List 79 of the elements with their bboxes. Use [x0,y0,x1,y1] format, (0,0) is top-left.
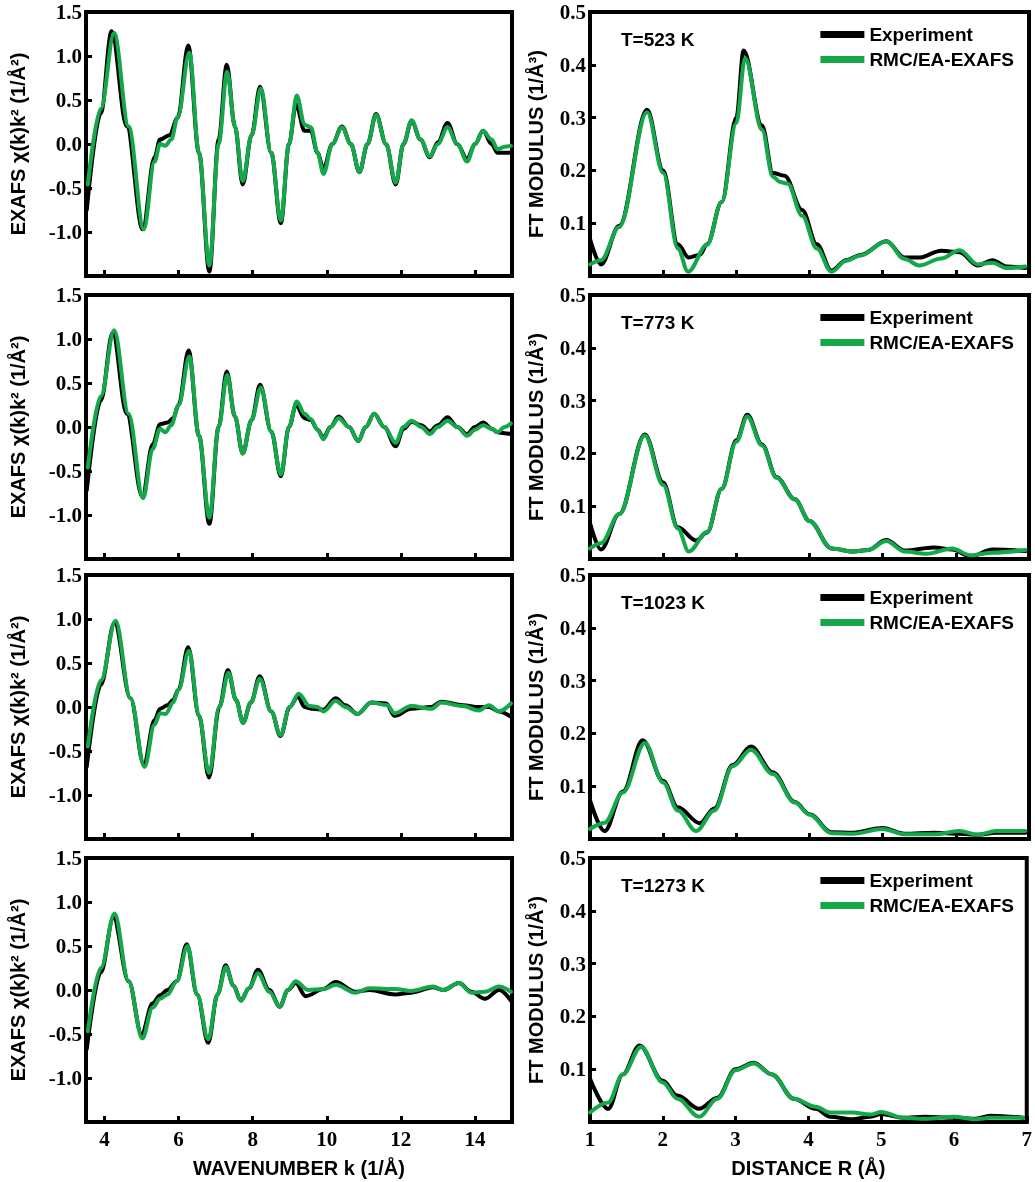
legend-label: RMC/EA-EXAFS [869,49,1015,70]
y-tick-label: 0.5 [55,934,82,958]
y-tick-label: 1.5 [55,283,82,307]
y-tick-label: 1.0 [55,327,82,351]
x-tick-label: 14 [464,1126,486,1151]
y-tick-label: 0.5 [559,563,586,587]
annotation: T=1023 K [621,592,706,613]
x-tick-label: 10 [316,1126,338,1151]
annotation: T=773 K [621,312,695,333]
y-axis-title: FT MODULUS (1/Å³) [524,50,547,238]
y-axis-title: FT MODULUS (1/Å³) [524,333,547,521]
y-tick-label: 1.0 [55,890,82,914]
y-tick-label: 0.5 [55,371,82,395]
y-tick-label: 0.5 [55,88,82,112]
x-tick-label: 7 [1021,1126,1032,1151]
y-tick-label: 0.4 [559,335,587,360]
y-tick-label: 0.2 [559,1004,586,1029]
x-tick-label: 5 [875,1126,887,1151]
y-tick-label: 0.5 [559,0,586,24]
y-tick-label: 1.5 [55,563,82,587]
y-tick-label: 0.2 [559,721,586,746]
y-tick-label: 0.5 [55,651,82,675]
legend-label: Experiment [869,307,974,328]
y-tick-label: 0.4 [559,898,587,923]
y-tick-label: -0.5 [48,176,82,200]
y-axis-title: FT MODULUS (1/Å³) [524,896,547,1084]
x-tick-label: 4 [803,1126,815,1151]
legend-label: RMC/EA-EXAFS [869,612,1015,633]
y-tick-label: 0.4 [559,52,587,77]
x-tick-label: 6 [173,1126,184,1151]
y-tick-label: 0.2 [559,158,586,183]
legend-label: RMC/EA-EXAFS [869,895,1015,916]
y-tick-label: 1.5 [55,846,82,870]
y-tick-label: 0.3 [559,388,586,413]
x-tick-label: 6 [948,1126,960,1151]
y-tick-label: 0.5 [559,846,586,870]
y-tick-label: -1.0 [48,783,82,807]
y-tick-label: -0.5 [48,459,82,483]
y-tick-label: 1.5 [55,0,82,24]
y-tick-label: 0.3 [559,105,586,130]
y-tick-label: -1.0 [48,1066,82,1090]
y-tick-label: -1.0 [48,503,82,527]
x-tick-label: 2 [657,1126,669,1151]
y-tick-label: 1.0 [55,607,82,631]
y-tick-label: -0.5 [48,739,82,763]
y-tick-label: 0.2 [559,441,586,466]
x-axis-title: WAVENUMBER k (1/Å) [193,1156,405,1179]
x-tick-label: 12 [390,1126,412,1151]
y-tick-label: 0.1 [559,211,586,236]
y-axis-title: FT MODULUS (1/Å³) [524,613,547,801]
x-axis-title: DISTANCE R (Å) [731,1156,886,1179]
y-axis-title: EXAFS χ(k)k² (1/Å²) [6,615,29,799]
y-tick-label: 0.1 [559,774,586,799]
y-tick-label: 0.4 [559,615,587,640]
y-tick-label: 0.0 [55,132,82,156]
y-tick-label: 0.1 [559,494,586,519]
y-axis-title: EXAFS χ(k)k² (1/Å²) [6,52,29,236]
y-tick-label: 0.0 [55,978,82,1002]
y-tick-label: -1.0 [48,220,82,244]
y-tick-label: 0.0 [55,695,82,719]
annotation: T=523 K [621,29,695,50]
y-tick-label: 1.0 [55,44,82,68]
x-tick-label: 8 [247,1126,258,1151]
y-tick-label: 0.3 [559,668,586,693]
y-tick-label: 0.1 [559,1057,586,1082]
y-axis-title: EXAFS χ(k)k² (1/Å²) [6,335,29,519]
y-axis-title: EXAFS χ(k)k² (1/Å²) [6,898,29,1082]
y-tick-label: -0.5 [48,1022,82,1046]
x-tick-label: 4 [99,1126,111,1151]
legend-label: Experiment [869,24,974,45]
legend-label: Experiment [869,587,974,608]
y-tick-label: 0.5 [559,283,586,307]
legend-label: RMC/EA-EXAFS [869,332,1015,353]
y-tick-label: 0.0 [55,415,82,439]
x-tick-label: 3 [730,1126,741,1151]
x-tick-label: 1 [584,1126,596,1151]
annotation: T=1273 K [621,875,706,896]
legend-label: Experiment [869,870,974,891]
y-tick-label: 0.3 [559,951,586,976]
